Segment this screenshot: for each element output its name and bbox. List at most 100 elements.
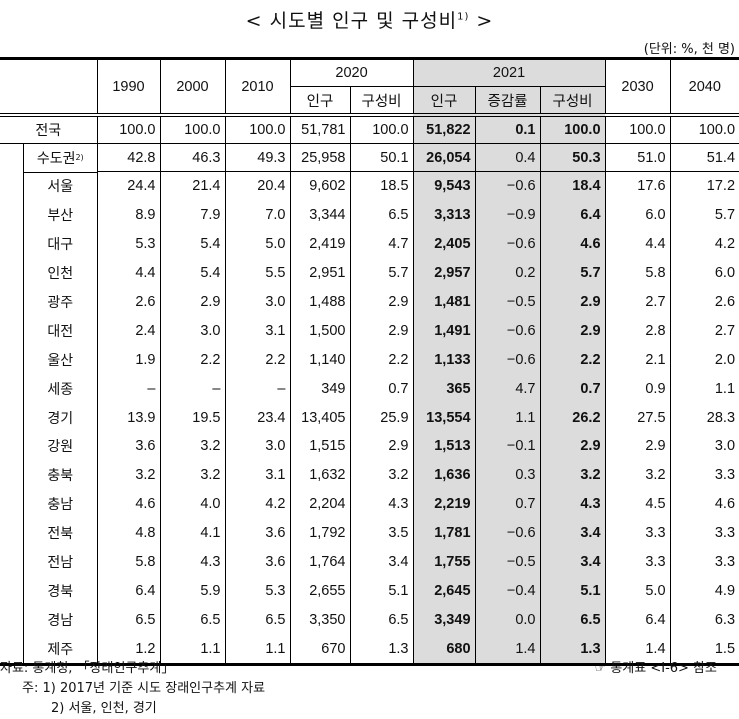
- cell-value: 3.2: [604, 460, 671, 490]
- cell-value: 51.0: [604, 143, 671, 172]
- row-label: 울산: [0, 345, 97, 375]
- cell-value: 2.1: [604, 345, 671, 375]
- cell-value: −0.6: [474, 345, 541, 375]
- table-row: 세종 – – –349 0.7 365 4.7 0.7 0.9 1.1: [0, 374, 739, 404]
- cell-value: 3.4: [539, 518, 606, 548]
- cell-value: 2.2: [539, 345, 606, 375]
- row-label: 수도권 2): [0, 143, 97, 173]
- region-name: 경기: [47, 410, 74, 427]
- title-text: < 시도별 인구 및 구성비: [245, 10, 458, 32]
- cell-value: 5.8: [604, 258, 671, 288]
- cell-value: 26.2: [539, 403, 606, 433]
- cell-value: 0.0: [474, 605, 541, 635]
- cell-value: −0.6: [474, 316, 541, 346]
- cell-value: –: [159, 374, 225, 404]
- cell-value: 51.4: [669, 143, 739, 172]
- cell-value: 2.6: [669, 287, 739, 317]
- header-2010: 2010: [224, 57, 290, 117]
- cell-value: 9,543: [412, 171, 476, 201]
- cell-value: 42.8: [96, 143, 160, 172]
- cell-value: 2.0: [669, 345, 739, 375]
- cell-value: 2.2: [224, 345, 290, 375]
- header-1990: 1990: [96, 57, 160, 117]
- header-2021-population: 인구: [412, 86, 476, 117]
- cell-value: 4.1: [159, 518, 225, 548]
- cell-value: 2.9: [539, 316, 606, 346]
- cell-value: 3,344: [289, 200, 350, 230]
- row-label: 세종: [0, 374, 97, 404]
- table-row: 부산 8.9 7.9 7.0 3,344 6.5 3,313 −0.9 6.4 6.0 5.7: [0, 200, 739, 230]
- region-name: 제주: [47, 641, 74, 658]
- cell-value: 17.6: [604, 171, 671, 201]
- cell-value: 2.9: [604, 432, 671, 461]
- table-row: 강원 3.6 3.2 3.0 1,515 2.9 1,513 −0.1 2.9 2.9 3.0: [0, 432, 739, 461]
- cell-value: 6.5: [539, 605, 606, 635]
- cell-value: 1,500: [289, 316, 350, 346]
- cell-value: −0.1: [474, 432, 541, 461]
- cell-value: 4.9: [669, 576, 739, 606]
- cell-value: 3,349: [412, 605, 476, 635]
- cell-value: 4.6: [539, 229, 606, 259]
- cell-value: 100.0: [604, 115, 671, 144]
- cell-value: 3.6: [224, 518, 290, 548]
- cell-value: 4.3: [159, 547, 225, 577]
- cell-value: 1.1: [224, 634, 290, 667]
- table-row: 전국 100.0 100.0 100.0 51,781 100.0 51,822 0.1 100…: [0, 115, 739, 144]
- cell-value: 3.2: [349, 460, 414, 490]
- cell-value: 26,054: [412, 143, 476, 172]
- cell-value: 0.1: [474, 115, 541, 144]
- cell-value: 100.0: [539, 115, 606, 144]
- cell-value: 3.3: [604, 547, 671, 577]
- cell-value: 1.3: [539, 634, 606, 667]
- cell-value: 18.5: [349, 171, 414, 201]
- cell-value: 6.5: [349, 200, 414, 230]
- cell-value: 1,764: [289, 547, 350, 577]
- cell-value: 0.2: [474, 258, 541, 288]
- cell-value: 20.4: [224, 171, 290, 201]
- cell-value: 25,958: [289, 143, 350, 172]
- cell-value: 4.8: [96, 518, 160, 548]
- cell-value: −0.6: [474, 171, 541, 201]
- cell-value: 4.4: [604, 229, 671, 259]
- row-label: 광주: [0, 287, 97, 317]
- table-row: 대전 2.4 3.0 3.1 1,500 2.9 1,491 −0.6 2.9 2.8 2.7: [0, 316, 739, 346]
- cell-value: 17.2: [669, 171, 739, 201]
- cell-value: 349: [289, 374, 350, 404]
- cell-value: 2,655: [289, 576, 350, 606]
- footnote-marker: 2): [75, 153, 84, 163]
- cell-value: 3.6: [96, 432, 160, 461]
- cell-value: 2,204: [289, 489, 350, 519]
- cell-value: 1.2: [96, 634, 160, 667]
- table-row: 서울 24.4 21.4 20.4 9,602 18.5 9,543 −0.6 18.4 17.6…: [0, 171, 739, 201]
- cell-value: 21.4: [159, 171, 225, 201]
- region-name: 인천: [47, 266, 74, 283]
- region-name: 경남: [47, 612, 74, 629]
- region-name: 울산: [47, 352, 74, 369]
- cell-value: 1,133: [412, 345, 476, 375]
- cell-value: 3.3: [604, 518, 671, 548]
- table-row: 광주 2.6 2.9 3.0 1,488 2.9 1,481 −0.5 2.9 2.7 2.6: [0, 287, 739, 317]
- row-label: 경남: [0, 605, 97, 635]
- cell-value: 4.5: [604, 489, 671, 519]
- cell-value: 1,781: [412, 518, 476, 548]
- table-row: 경기 13.9 19.5 23.4 13,405 25.9 13,554 1.1 26.2 27.…: [0, 403, 739, 433]
- cell-value: 0.4: [474, 143, 541, 172]
- cell-value: 5.7: [669, 200, 739, 230]
- cell-value: 2,957: [412, 258, 476, 288]
- footer: 자료: 통계청, 「장래인구추계」 주: 1) 2017년 기준 시도 장래인구…: [0, 659, 739, 719]
- table-row: 수도권 2) 42.8 46.3 49.3 25,958 50.1 26,054 0.4 50.3…: [0, 143, 739, 173]
- cell-value: 4.4: [96, 258, 160, 288]
- row-label: 경북: [0, 576, 97, 606]
- cell-value: 9,602: [289, 171, 350, 201]
- table-row: 인천 4.4 5.4 5.5 2,951 5.7 2,957 0.2 5.7 5.8 6.0: [0, 258, 739, 288]
- cell-value: 28.3: [669, 403, 739, 433]
- cell-value: 4.3: [539, 489, 606, 519]
- cell-value: 5.4: [159, 229, 225, 259]
- row-label: 전국: [0, 115, 97, 144]
- cell-value: 5.5: [224, 258, 290, 288]
- header-region: [0, 57, 97, 117]
- region-name: 광주: [47, 295, 74, 311]
- cell-value: 6.5: [349, 605, 414, 635]
- cell-value: 3.0: [669, 432, 739, 461]
- cell-value: 13.9: [96, 403, 160, 433]
